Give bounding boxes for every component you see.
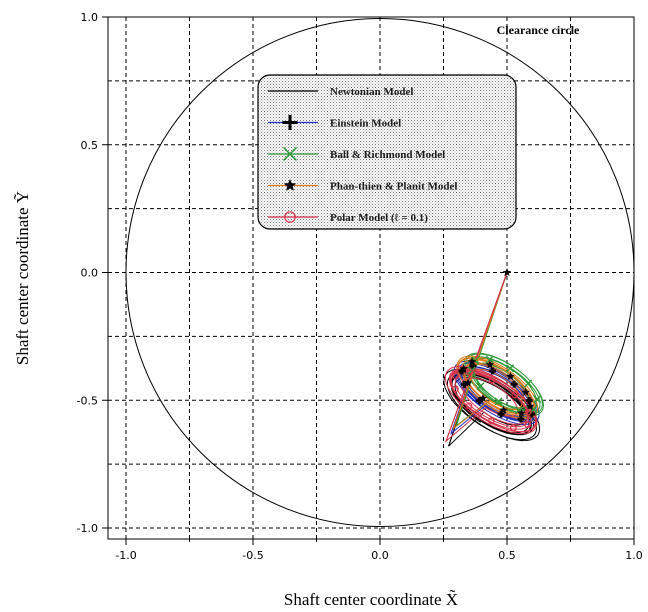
data-marker (524, 379, 533, 388)
legend-label: Einstein Model (330, 118, 401, 130)
data-marker (465, 402, 473, 410)
data-marker (509, 424, 517, 432)
data-marker (466, 369, 474, 377)
series-line (444, 272, 538, 443)
data-marker (506, 364, 515, 373)
data-marker (452, 372, 460, 380)
data-marker (533, 395, 542, 404)
start-point-marker (502, 268, 512, 277)
data-marker (506, 371, 515, 380)
legend-label: Newtonian Model (330, 86, 413, 98)
data-marker (452, 385, 459, 393)
x-tick-label: 0.0 (371, 549, 389, 562)
y-tick-label: 0.0 (81, 267, 99, 280)
y-tick-label: 0.5 (81, 139, 99, 152)
y-tick-label: -0.5 (77, 394, 98, 407)
data-marker (485, 355, 494, 364)
data-marker (463, 378, 473, 387)
legend-box (257, 74, 517, 230)
data-marker (478, 393, 488, 402)
legend: Newtonian Model Einstein Model Ball & Rich… (257, 74, 517, 230)
series-markers (452, 369, 532, 432)
data-marker (467, 357, 477, 366)
data-marker (517, 408, 526, 417)
series-markers (459, 357, 535, 417)
data-marker (524, 408, 532, 416)
x-tick-label: 1.0 (625, 549, 643, 562)
clearance-annotation: Clearance circle (497, 23, 580, 37)
data-marker (489, 376, 496, 384)
data-marker (494, 397, 503, 406)
y-tick-label: 1.0 (81, 11, 99, 24)
y-tick-label: -1.0 (77, 522, 98, 535)
data-marker (487, 417, 495, 425)
legend-marker (283, 179, 297, 191)
x-tick-label: 0.5 (498, 549, 516, 562)
series-polar-model-0-1 (444, 272, 538, 443)
data-marker (476, 382, 485, 391)
data-marker (524, 421, 532, 428)
data-marker (525, 401, 535, 410)
data-marker (511, 391, 519, 399)
x-axis-title: Shaft center coordinate X̃ (284, 590, 458, 609)
x-tick-label: -1.0 (115, 549, 136, 562)
data-marker (459, 364, 468, 373)
series-line (443, 272, 541, 447)
data-marker (514, 406, 523, 415)
series-layer (443, 268, 545, 447)
x-tick-label: -0.5 (242, 549, 263, 562)
data-marker (485, 360, 495, 369)
y-axis-title: Shaft center coordinate Ỹ (13, 191, 32, 365)
data-marker (521, 387, 531, 396)
axis-ticks: -1.0 -0.5 0.0 0.5 1.0 1.0 0.5 0.0 -0.5 -1.0 (77, 11, 643, 562)
legend-marker (284, 211, 296, 223)
legend-marker (282, 146, 298, 162)
clearance-circle (125, 18, 635, 527)
legend-label: Polar Model (ℓ = 0.1) (330, 212, 428, 224)
series-transient-line (445, 272, 508, 442)
legend-label: Phan-thien & Planit Model (330, 181, 457, 193)
legend-label: Ball & Richmond Model (330, 149, 445, 161)
data-marker (499, 405, 508, 414)
